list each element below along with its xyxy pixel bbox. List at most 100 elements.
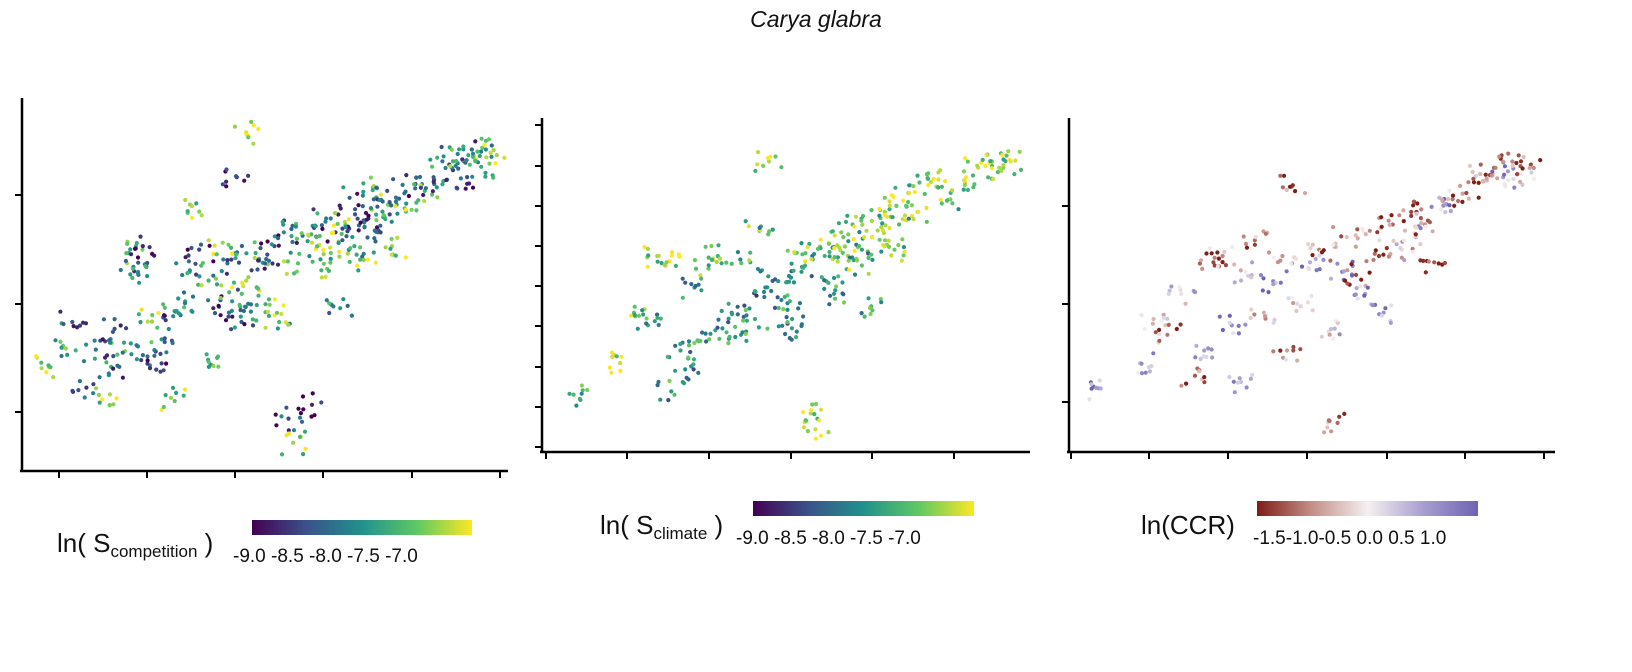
scatter-point (1306, 242, 1311, 247)
scatter-point (1252, 312, 1257, 317)
scatter-point (965, 159, 970, 164)
scatter-point (145, 361, 150, 366)
scatter-point (120, 350, 125, 355)
scatter-point (338, 306, 343, 311)
scatter-point (328, 245, 333, 250)
scatter-point (879, 249, 884, 254)
scatter-point (414, 208, 419, 213)
scatter-point (342, 219, 347, 225)
scatter-point (1250, 372, 1255, 377)
scatter-point (836, 221, 842, 226)
scatter-point (683, 280, 688, 285)
scatter-point (1202, 380, 1207, 385)
scatter-point (435, 155, 440, 160)
scatter-point (84, 342, 89, 347)
scatter-point (740, 330, 745, 335)
scatter-point (1165, 332, 1170, 337)
scatter-point (1135, 370, 1140, 375)
scatter-point (691, 367, 696, 372)
scatter-point (389, 252, 394, 257)
scatter-point (1153, 330, 1158, 335)
scatter-point (1280, 253, 1285, 259)
scatter-point (158, 351, 163, 356)
scatter-point (699, 276, 704, 281)
scatter-point (404, 173, 409, 178)
scatter-point (1252, 242, 1257, 247)
scatter-point (693, 266, 699, 271)
scatter-point (761, 163, 766, 168)
scatter-point (1391, 238, 1396, 243)
scatter-point (716, 243, 721, 248)
scatter-point (441, 154, 446, 159)
scatter-point (372, 236, 377, 241)
scatter-point (1418, 216, 1423, 221)
scatter-point (82, 395, 87, 400)
scatter-point (368, 206, 373, 211)
scatter-point (1089, 382, 1094, 387)
scatter-point (819, 275, 824, 280)
scatter-point (374, 185, 379, 190)
scatter-point (799, 269, 804, 274)
scatter-point (182, 387, 188, 392)
scatter-point (1413, 232, 1418, 237)
scatter-point (709, 257, 715, 262)
scatter-point (883, 238, 888, 243)
scatter-point (199, 263, 204, 268)
scatter-point (1349, 262, 1354, 267)
scatter-point (818, 237, 823, 242)
scatter-point (358, 257, 363, 262)
scatter-point (899, 258, 904, 263)
scatter-point (579, 391, 584, 396)
scatter-point (48, 365, 53, 370)
scatter-point (118, 323, 123, 328)
scatter-point (197, 247, 202, 252)
scatter-point (609, 350, 615, 355)
scatter-point (686, 377, 691, 382)
scatter-point (1202, 375, 1207, 380)
scatter-point (484, 155, 489, 160)
scatter-point (487, 161, 492, 166)
scatter-point (341, 185, 346, 190)
scatter-point (943, 179, 948, 184)
scatter-point (280, 219, 285, 225)
scatter-point (652, 319, 657, 324)
scatter-point (672, 392, 677, 397)
scatter-point (813, 427, 818, 432)
scatter-point (387, 212, 392, 217)
scatter-point (294, 240, 299, 245)
scatter-point (353, 207, 358, 212)
scatter-point (279, 311, 284, 317)
scatter-point (312, 413, 317, 418)
scatter-point (746, 224, 751, 229)
scatter-point (164, 361, 169, 366)
scatter-point (772, 305, 778, 310)
scatter-point (265, 309, 270, 314)
scatter-point (477, 153, 482, 159)
scatter-point (1397, 213, 1402, 218)
scatter-point (735, 312, 740, 317)
scatter-point (483, 170, 488, 175)
scatter-point (295, 261, 300, 266)
scatter-point (256, 258, 261, 263)
scatter-point (719, 308, 724, 314)
scatter-point (1452, 203, 1457, 208)
scatter-point (1367, 228, 1372, 233)
scatter-point (1222, 249, 1227, 254)
scatter-points (34, 119, 507, 457)
scatter-point (194, 272, 199, 277)
scatter-point (755, 150, 761, 155)
scatter-point (360, 193, 365, 198)
scatter-point (1193, 355, 1198, 360)
scatter-point (846, 239, 851, 244)
scatter-point (321, 247, 326, 253)
scatter-point (96, 392, 101, 398)
scatter-point (692, 340, 697, 346)
scatter-point (980, 157, 985, 162)
scatter-point (890, 215, 895, 220)
scatter-point (321, 252, 326, 257)
scatter-point (253, 250, 258, 256)
scatter-point (232, 325, 237, 330)
scatter-point (717, 256, 723, 261)
scatter-points (1087, 151, 1543, 435)
scatter-point (341, 297, 346, 302)
